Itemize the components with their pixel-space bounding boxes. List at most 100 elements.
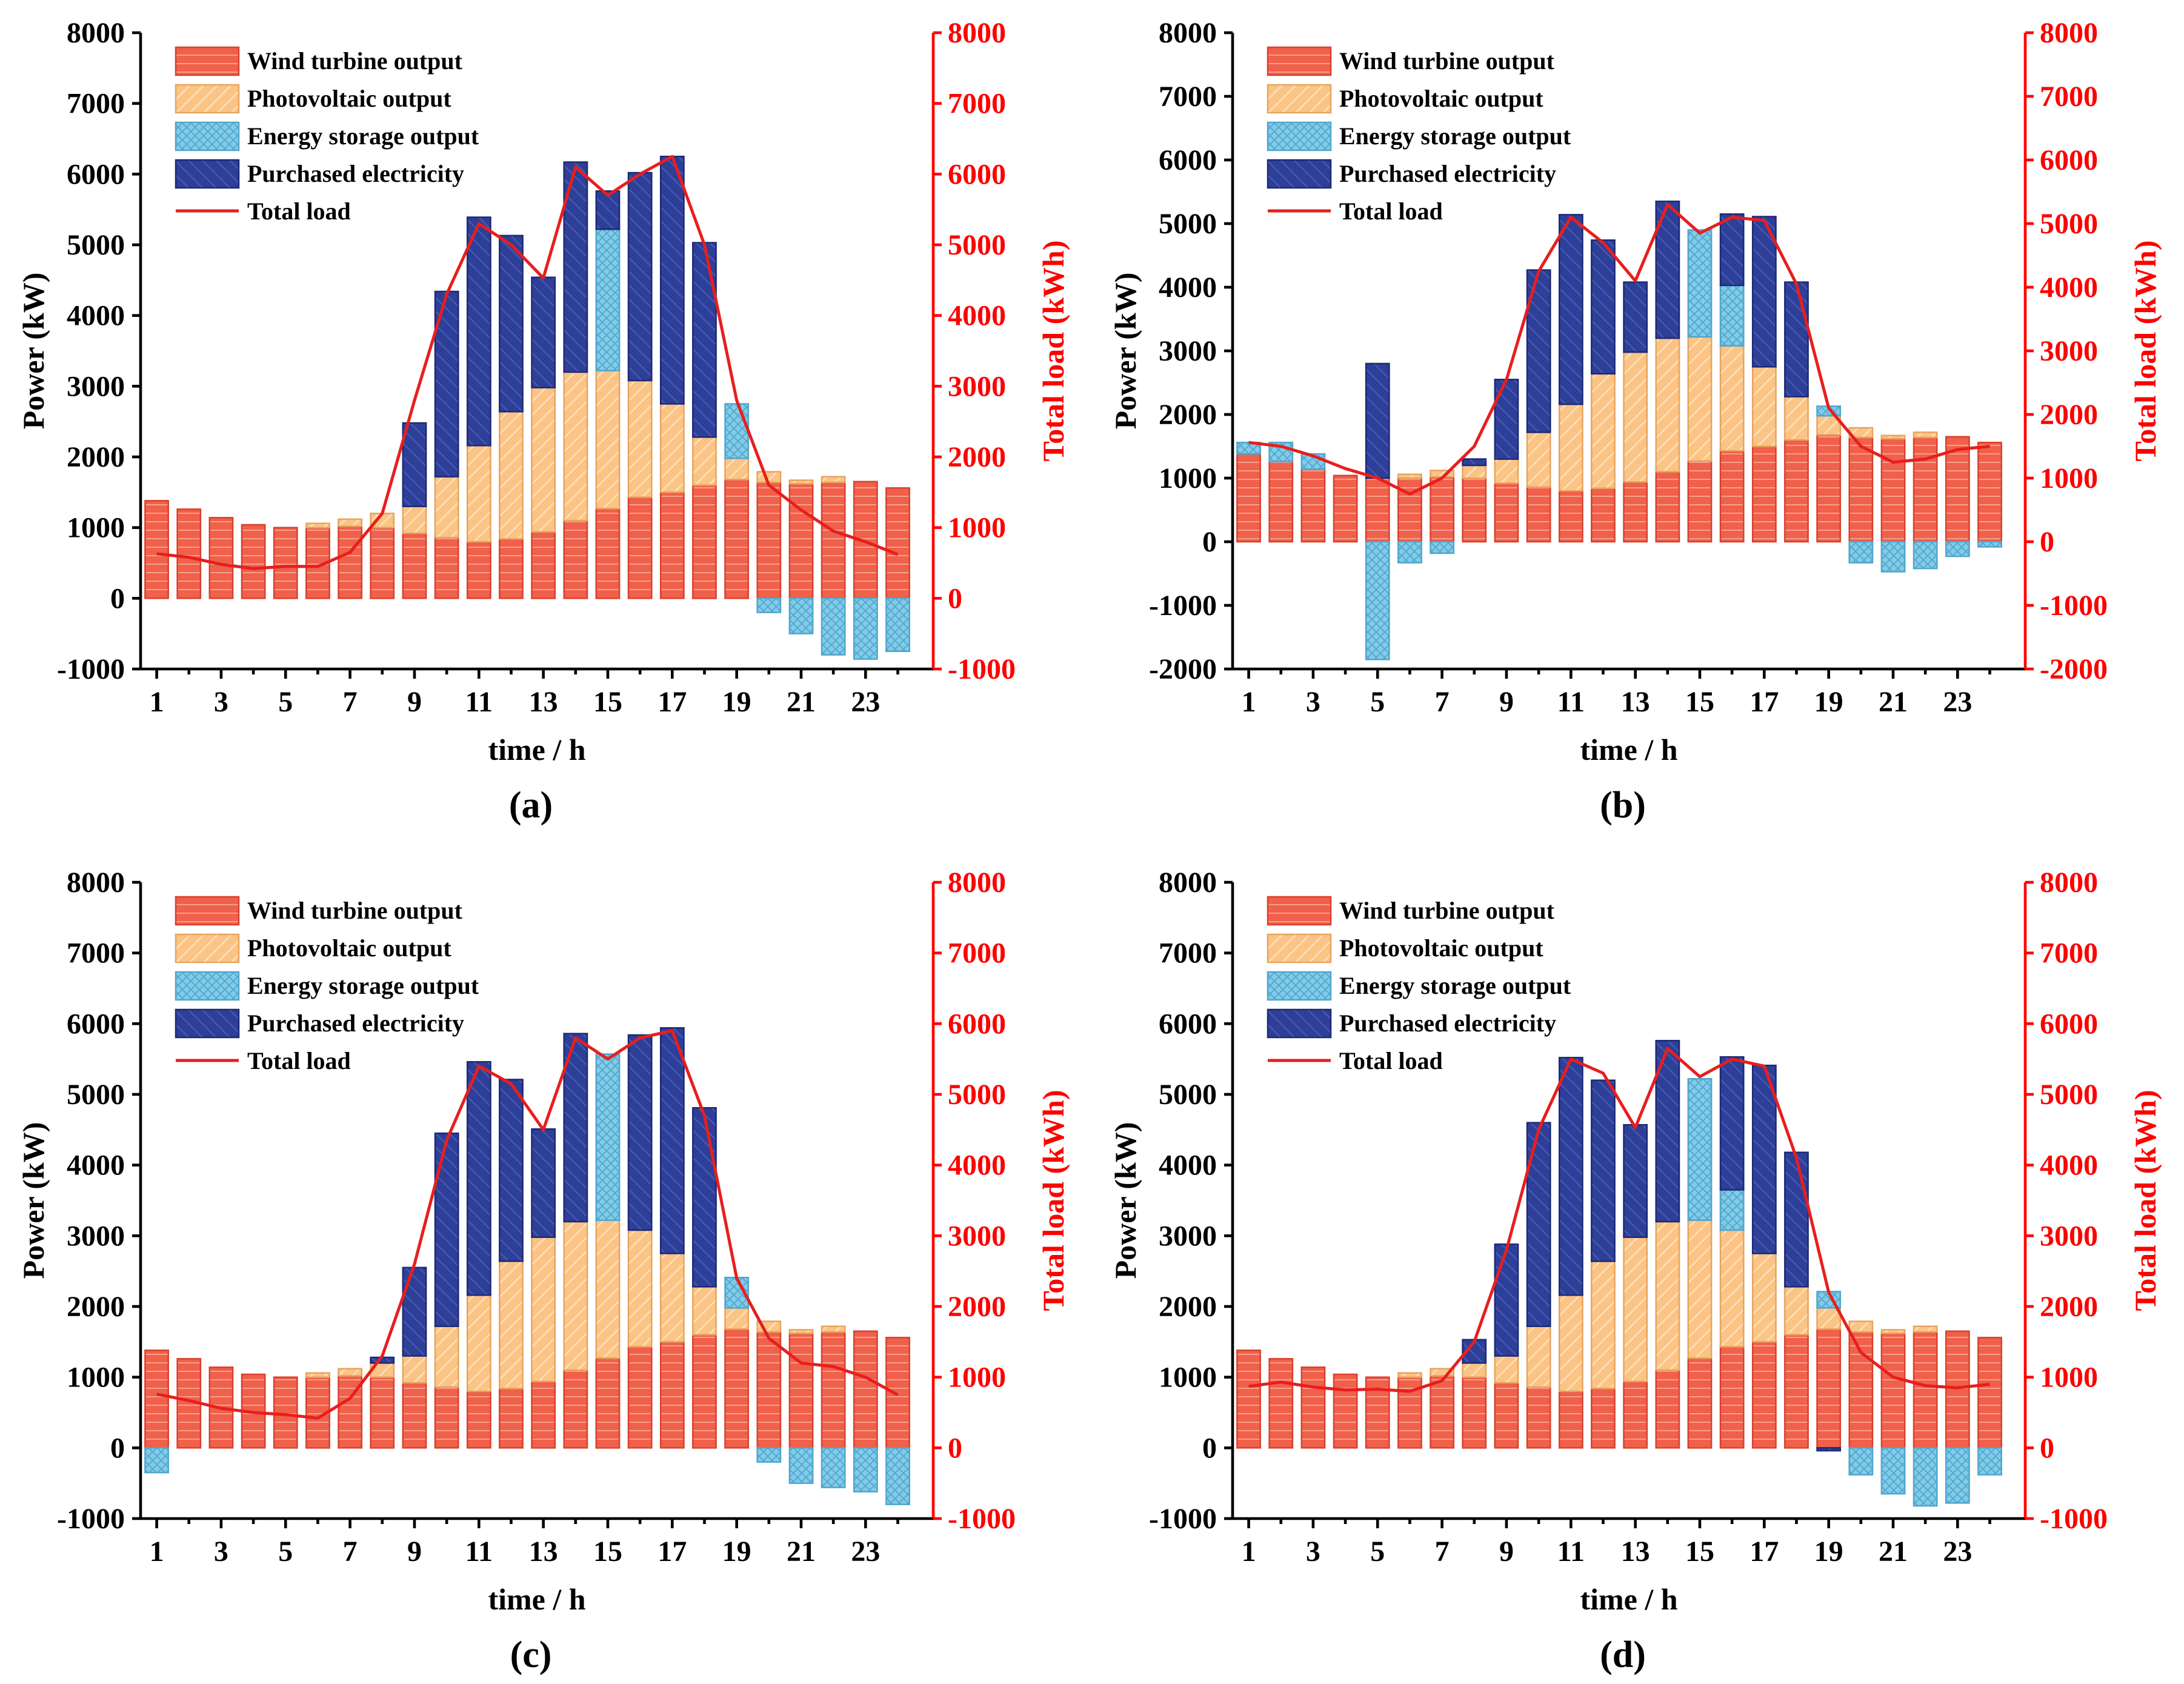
bar-pv-h16 <box>1719 1229 1745 1348</box>
bar-pv-h19 <box>1816 1307 1842 1330</box>
bar-wind-h2 <box>1268 1358 1294 1449</box>
y2-tick-label: 0 <box>948 582 962 614</box>
x-tick-label: 3 <box>214 1536 228 1568</box>
y-tick-label: 1000 <box>67 512 125 544</box>
x-tick-label: 13 <box>1621 1536 1650 1568</box>
bar-storage-h15 <box>595 1053 621 1221</box>
x-tick-label: 1 <box>150 686 164 718</box>
y-tick-label: -1000 <box>1149 590 1217 622</box>
y2-tick-label: 6000 <box>948 158 1006 190</box>
bar-wind-h14 <box>563 1369 588 1449</box>
bar-purchased-h11 <box>1558 214 1583 405</box>
bar-purchased-h8 <box>1462 458 1487 467</box>
legend-swatch-purchased <box>175 1008 240 1039</box>
bar-wind-h10 <box>1526 1386 1551 1449</box>
x-tick-label: 5 <box>1370 686 1385 718</box>
bar-pv-h11 <box>1558 403 1583 492</box>
bar-wind-h5 <box>273 527 298 599</box>
y2-tick-label: 8000 <box>948 867 1006 899</box>
y-tick-label: -2000 <box>1149 653 1217 685</box>
legend-label-wind: Wind turbine output <box>247 897 463 924</box>
bar-wind-h7 <box>1430 1375 1455 1449</box>
x-axis-title: time / h <box>488 733 585 767</box>
y2-tick-label: 3000 <box>948 370 1006 402</box>
y-tick-label: 7000 <box>1159 937 1217 970</box>
legend-label-purchased: Purchased electricity <box>1339 160 1556 187</box>
bar-wind-h6 <box>1397 477 1422 543</box>
legend-label-wind: Wind turbine output <box>1339 47 1555 75</box>
chart-panel-b: -2000 -1000 0 1000 2000 3000 4000 5000 6000 7000 8… <box>1108 17 2162 826</box>
x-tick-label: 13 <box>529 686 558 718</box>
bar-storage-h22 <box>821 1447 846 1488</box>
bar-wind-h21 <box>1880 438 1906 543</box>
total-load-line <box>1248 203 1990 496</box>
y-tick-label: 7000 <box>67 88 125 120</box>
y2-tick-label: 6000 <box>2040 144 2098 176</box>
y2-tick-label: 1000 <box>2040 462 2098 494</box>
legend-swatch-wind <box>175 896 240 926</box>
bar-wind-h17 <box>659 491 685 599</box>
y2-tick-label: 1000 <box>948 1362 1006 1394</box>
legend-swatch-pv <box>175 933 240 963</box>
bar-pv-h21 <box>788 1329 814 1334</box>
bar-wind-h1 <box>144 500 169 599</box>
y-tick-label: 5000 <box>1159 208 1217 240</box>
y2-tick-label: 1000 <box>2040 1362 2098 1394</box>
bar-pv-h12 <box>1591 1260 1616 1389</box>
bar-pv-h15 <box>595 1219 621 1359</box>
x-tick-label: 15 <box>1685 686 1714 718</box>
legend-swatch-storage <box>175 971 240 1001</box>
legend-label-pv: Photovoltaic output <box>247 934 451 962</box>
legend-swatch-storage <box>1267 971 1332 1001</box>
x-tick-label: 23 <box>1943 1536 1972 1568</box>
x-tick-label: 13 <box>1621 686 1650 718</box>
bar-pv-h8 <box>1462 1362 1487 1378</box>
x-tick-label: 17 <box>1750 686 1779 718</box>
y2-tick-label: 7000 <box>948 937 1006 970</box>
bar-storage-h22 <box>1913 1447 1938 1507</box>
y-tick-label: 0 <box>110 582 125 614</box>
y-axis-title: Power (kW) <box>16 1122 50 1279</box>
x-tick-label: 3 <box>1306 686 1320 718</box>
bar-pv-h12 <box>499 411 524 540</box>
bar-wind-h22 <box>821 481 846 599</box>
bar-pv-h6 <box>305 1372 330 1378</box>
bar-purchased-h16 <box>627 1034 653 1231</box>
x-tick-label: 19 <box>722 1536 751 1568</box>
y-tick-label: 5000 <box>1159 1079 1217 1111</box>
bar-wind-h1 <box>1236 453 1261 543</box>
bar-purchased-h9 <box>1494 379 1519 460</box>
y2-tick-label: 4000 <box>948 1150 1006 1182</box>
y2-tick-label: 2000 <box>2040 1291 2098 1323</box>
legend: Wind turbine output Photovoltaic output En… <box>175 896 479 1074</box>
x-tick-label: 17 <box>658 686 687 718</box>
y-tick-label: 5000 <box>67 1079 125 1111</box>
y2-tick-label: 2000 <box>948 441 1006 473</box>
y-tick-label: 4000 <box>1159 1150 1217 1182</box>
bar-storage-h20 <box>756 597 782 613</box>
legend-label-storage: Energy storage output <box>1339 122 1571 150</box>
y-tick-label: 6000 <box>1159 144 1217 176</box>
bar-pv-h21 <box>1880 1329 1906 1334</box>
bar-pv-h6 <box>1397 473 1422 479</box>
y-tick-label: -1000 <box>57 653 125 685</box>
x-tick-label: 15 <box>593 686 622 718</box>
bar-wind-h9 <box>402 532 427 599</box>
bar-purchased-h16 <box>1719 213 1745 287</box>
y2-axis-title: Total load (kWh) <box>2128 1090 2162 1311</box>
bar-purchased-h17 <box>1751 216 1777 368</box>
bar-pv-h16 <box>627 1229 653 1348</box>
y-tick-label: 8000 <box>67 17 125 49</box>
bar-pv-h12 <box>499 1260 524 1389</box>
bar-storage-h1 <box>144 1447 169 1474</box>
legend-swatch-purchased <box>175 159 240 189</box>
bar-pv-h14 <box>563 1220 588 1371</box>
y2-tick-label: 7000 <box>2040 937 2098 970</box>
bar-wind-h15 <box>595 507 621 599</box>
y2-tick-label: 5000 <box>2040 1079 2098 1111</box>
y-tick-label: 0 <box>1202 526 1217 558</box>
bar-wind-h13 <box>1623 1380 1648 1449</box>
bar-pv-h9 <box>1494 1355 1519 1384</box>
bar-wind-h17 <box>1751 1341 1777 1449</box>
bar-storage-h16 <box>1719 1189 1745 1231</box>
